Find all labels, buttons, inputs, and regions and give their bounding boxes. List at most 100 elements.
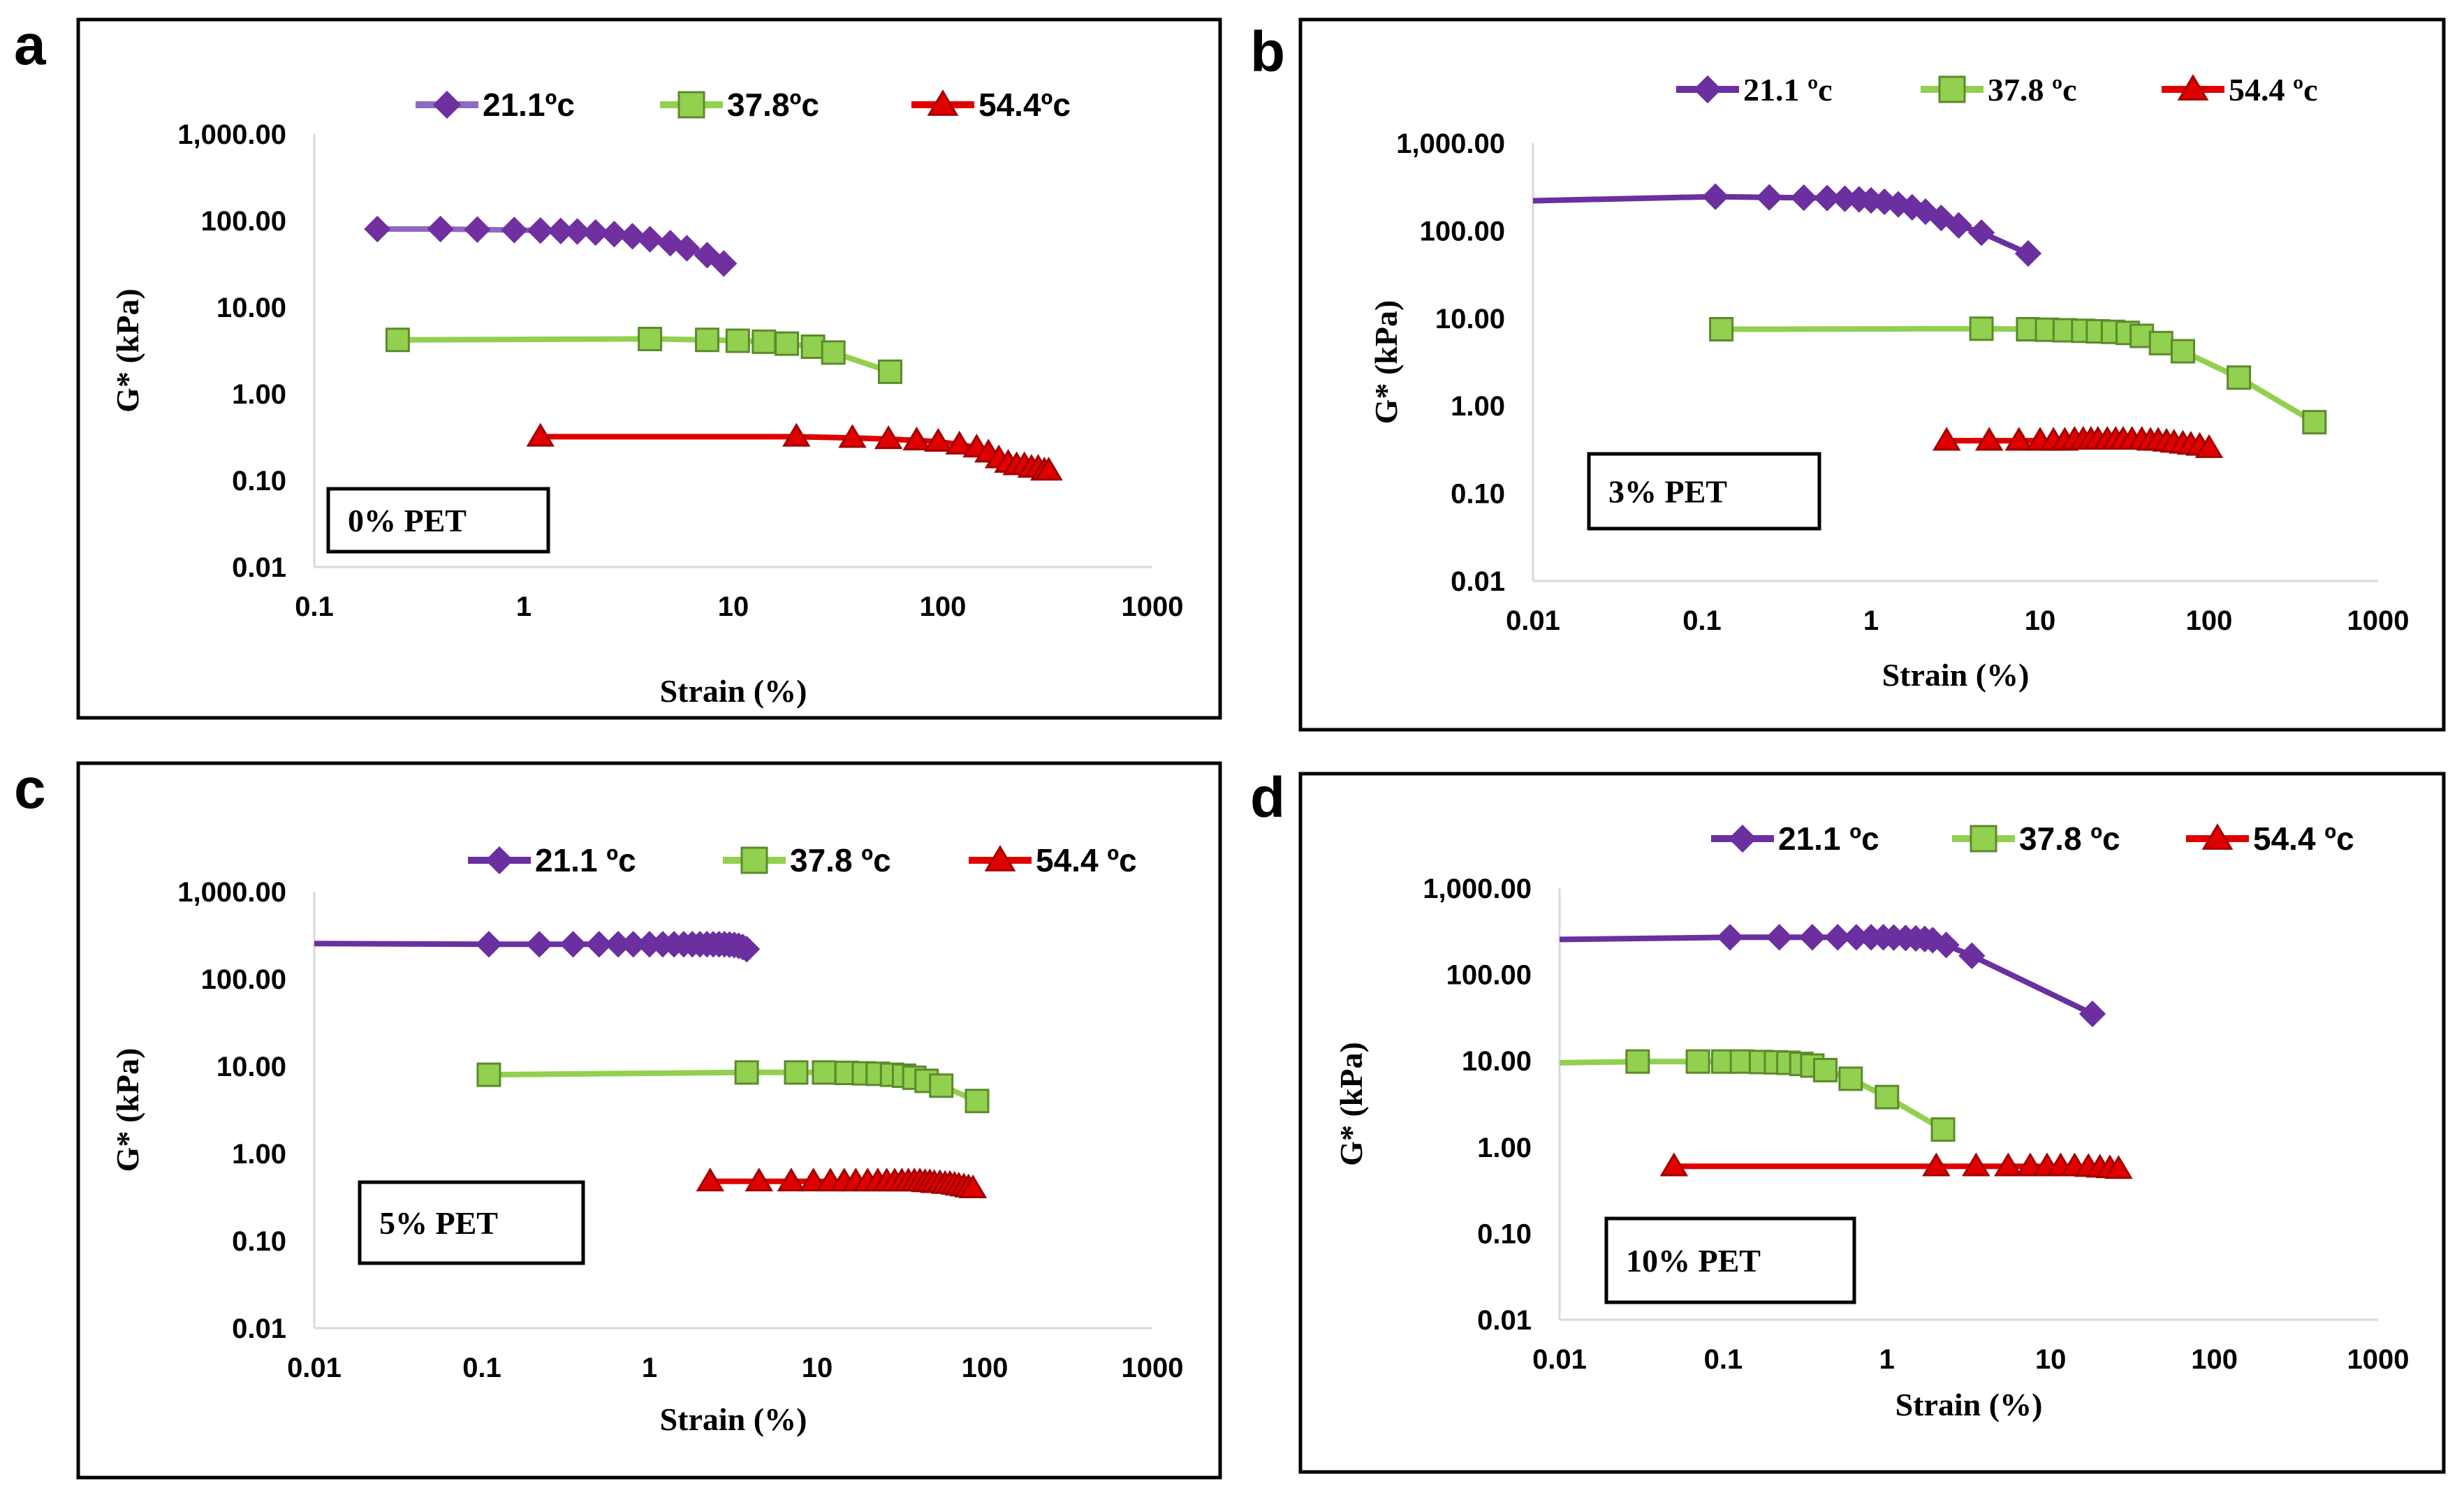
- data-point: [673, 235, 701, 262]
- x-tick-label: 10: [2035, 1344, 2067, 1375]
- y-tick-label: 1,000.00: [177, 877, 286, 908]
- x-tick-label: 100: [2186, 605, 2233, 636]
- y-tick-label: 0.01: [1451, 566, 1505, 597]
- data-point: [1932, 427, 1961, 451]
- panel-letter: b: [1250, 20, 1285, 84]
- x-tick-label: 0.1: [1704, 1344, 1743, 1375]
- data-point: [1709, 316, 1734, 341]
- data-point: [526, 422, 555, 447]
- legend-label: 54.4 ºc: [2253, 820, 2354, 857]
- x-tick-label: 1000: [2347, 605, 2410, 636]
- legend-marker: [677, 91, 705, 119]
- data-point: [527, 216, 554, 244]
- data-point: [2148, 330, 2173, 355]
- legend-marker: [984, 845, 1016, 871]
- data-point: [1875, 1084, 1900, 1110]
- legend-label: 21.1 ºc: [1743, 72, 1833, 108]
- data-point: [1685, 1049, 1710, 1074]
- data-point: [1922, 1152, 1951, 1177]
- x-tick-label: 1000: [2347, 1344, 2410, 1375]
- legend-item-s54: 54.4 ºc: [2186, 820, 2354, 857]
- y-tick-label: 1.00: [232, 1139, 286, 1170]
- x-tick-label: 1000: [1122, 1353, 1184, 1383]
- data-point: [585, 931, 613, 958]
- annotation-label: 5% PET: [379, 1205, 498, 1241]
- y-tick-label: 10.00: [1462, 1046, 1532, 1077]
- data-point: [751, 329, 777, 354]
- data-point: [812, 1060, 837, 1085]
- y-tick-label: 1.00: [1451, 391, 1505, 422]
- data-point: [1798, 924, 1826, 951]
- series-s21: [1532, 183, 2042, 267]
- data-point: [1814, 184, 1841, 212]
- panel-d: d 0.01 0.10 1.00 10.00 100.00 1,000.00 0.01 0.1 1…: [1250, 766, 2446, 1474]
- legend-item-s21: 21.1ºc: [416, 87, 575, 123]
- data-point: [784, 1060, 809, 1085]
- panel-letter: c: [14, 757, 46, 820]
- panel-a: a 0.01 0.10 1.00 10.00 100.00 1,000.00 0.1 1 10 10…: [14, 13, 1222, 720]
- panel-frame: [76, 761, 1222, 1480]
- data-point: [695, 327, 720, 353]
- data-point: [582, 219, 609, 246]
- x-tick-label: 100: [962, 1353, 1009, 1383]
- y-tick-label: 1.00: [232, 379, 286, 410]
- legend-label: 21.1 ºc: [1778, 820, 1879, 857]
- series-s37: [476, 1060, 990, 1114]
- panel-letter: a: [14, 13, 47, 77]
- x-tick-label: 100: [920, 591, 967, 622]
- data-point: [1958, 942, 1986, 969]
- data-point: [1756, 184, 1783, 211]
- y-tick-label: 0.10: [1477, 1218, 1532, 1249]
- x-tick-label: 10: [718, 591, 749, 622]
- y-axis-title: G* (kPa): [1333, 1042, 1369, 1166]
- data-point: [775, 331, 800, 356]
- legend-marker: [1693, 75, 1722, 104]
- data-point: [945, 430, 974, 455]
- series-s37: [1559, 1049, 1956, 1142]
- legend-label: 37.8 ºc: [1988, 72, 2077, 108]
- series-s54: [1659, 1152, 2133, 1179]
- legend-item-s54: 54.4 ºc: [2162, 72, 2318, 108]
- y-axis-title: G* (kPa): [1368, 300, 1404, 425]
- data-point: [874, 425, 903, 450]
- data-point: [2016, 1152, 2045, 1177]
- data-point: [734, 1060, 759, 1085]
- data-point: [638, 326, 663, 351]
- x-tick-label: 10: [802, 1353, 833, 1383]
- data-point: [2078, 1000, 2106, 1028]
- y-tick-label: 10.00: [217, 1052, 286, 1082]
- y-tick-label: 0.10: [1451, 479, 1505, 510]
- legend-item-s21: 21.1 ºc: [1676, 72, 1833, 108]
- x-axis-title: Strain (%): [1895, 1387, 2043, 1422]
- series-s21: [1559, 924, 2106, 1028]
- data-point: [733, 936, 761, 963]
- x-axis-title: Strain (%): [660, 673, 807, 709]
- x-tick-label: 1000: [1122, 591, 1184, 622]
- annotation-box: [326, 487, 550, 554]
- data-point: [1994, 1152, 2023, 1177]
- series-s37: [1709, 316, 2327, 435]
- x-tick-label: 10: [2025, 605, 2056, 636]
- annotation-box: [1604, 1216, 1856, 1304]
- series-s54: [526, 422, 1063, 481]
- legend-marker: [1728, 824, 1757, 853]
- y-tick-label: 100.00: [1420, 216, 1505, 246]
- x-tick-label: 0.01: [1532, 1344, 1587, 1375]
- data-point: [877, 359, 902, 384]
- data-point: [526, 931, 553, 958]
- data-point: [427, 215, 454, 243]
- legend-marker: [2177, 74, 2209, 101]
- panel-c: c 0.01 0.10 1.00 10.00 100.00 1,000.00 0.01 0.1 1…: [14, 757, 1222, 1480]
- data-point: [601, 221, 628, 248]
- data-point: [564, 218, 591, 245]
- y-tick-label: 0.10: [232, 1226, 286, 1257]
- data-point: [1766, 924, 1793, 951]
- series-s21: [314, 931, 761, 963]
- y-axis-title: G* (kPa): [110, 288, 145, 413]
- data-point: [1790, 184, 1817, 212]
- series-s54: [1932, 426, 2224, 458]
- data-point: [1625, 1049, 1650, 1074]
- legend-item-s37: 37.8 ºc: [1952, 820, 2120, 857]
- x-tick-label: 1: [642, 1353, 657, 1383]
